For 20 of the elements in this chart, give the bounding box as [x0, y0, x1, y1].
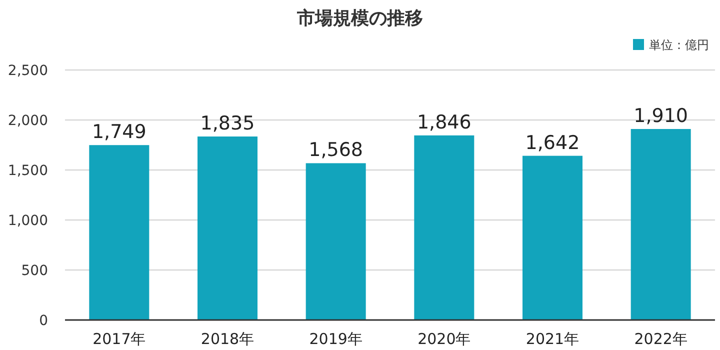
- ytick: 1,000: [8, 213, 48, 229]
- ytick: 2,500: [8, 63, 48, 79]
- data-label: 1,568: [308, 139, 364, 162]
- xtick: 2018年: [200, 330, 254, 348]
- ytick: 2,000: [8, 113, 48, 129]
- xtick: 2017年: [92, 330, 146, 348]
- legend-text: 単位：億円: [649, 38, 709, 52]
- xtick: 2021年: [526, 330, 580, 348]
- ytick: 500: [21, 263, 48, 279]
- data-label: 1,910: [634, 105, 688, 127]
- data-label: 1,835: [200, 112, 255, 134]
- data-label: 1,749: [92, 121, 146, 144]
- data-label: 1,642: [525, 132, 580, 154]
- xtick: 2019年: [309, 330, 362, 348]
- ytick: 1,500: [8, 163, 48, 179]
- data-label: 1,846: [416, 111, 472, 134]
- xtick: 2022年: [634, 330, 688, 348]
- ytick: 0: [39, 313, 48, 329]
- title: 市場規模の推移: [297, 8, 423, 29]
- xtick: 2020年: [418, 330, 471, 348]
